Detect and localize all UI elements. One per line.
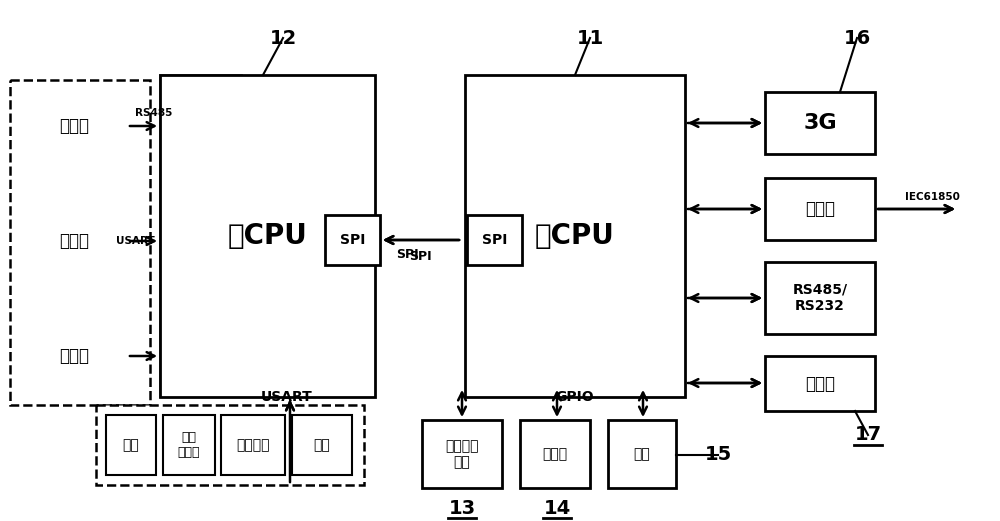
Bar: [467, 215, 522, 265]
Bar: [765, 178, 875, 240]
Bar: [160, 75, 242, 397]
Text: RS485/
RS232: RS485/ RS232: [792, 283, 848, 313]
Text: 3G: 3G: [803, 113, 837, 133]
Text: 11: 11: [576, 29, 604, 47]
Text: 低压室: 低压室: [60, 232, 90, 250]
Text: SPI: SPI: [482, 233, 507, 247]
Text: SPI: SPI: [340, 233, 365, 247]
Text: 17: 17: [854, 426, 882, 444]
Text: 12: 12: [269, 29, 297, 47]
Bar: [765, 356, 875, 411]
Text: RS485: RS485: [135, 108, 172, 118]
Text: 指示灯: 指示灯: [542, 447, 568, 461]
Bar: [160, 75, 375, 397]
Text: 服务器: 服务器: [805, 375, 835, 392]
Bar: [22, 325, 127, 387]
Text: 以太网: 以太网: [805, 200, 835, 218]
Text: SPI: SPI: [409, 251, 431, 264]
Text: SPI: SPI: [396, 249, 418, 262]
Bar: [10, 80, 150, 405]
Bar: [765, 262, 875, 334]
Text: GPIO: GPIO: [556, 390, 594, 404]
Text: USART: USART: [116, 236, 155, 246]
Text: 人机交互
模块: 人机交互 模块: [445, 439, 479, 469]
Text: 高压
开关柜: 高压 开关柜: [178, 431, 200, 459]
Bar: [292, 415, 352, 475]
Text: 13: 13: [448, 499, 476, 517]
Text: 电力电缆: 电力电缆: [236, 438, 270, 452]
Text: 刀闸: 刀闸: [123, 438, 139, 452]
Bar: [22, 210, 127, 272]
Bar: [325, 215, 380, 265]
Text: 高压室: 高压室: [60, 347, 90, 365]
Text: 按键: 按键: [634, 447, 650, 461]
Bar: [221, 415, 285, 475]
Text: 16: 16: [843, 29, 871, 47]
Bar: [163, 415, 215, 475]
Bar: [96, 405, 364, 485]
Bar: [465, 75, 685, 397]
Text: 15: 15: [704, 445, 732, 465]
Bar: [520, 420, 590, 488]
Text: 母线: 母线: [314, 438, 330, 452]
Bar: [608, 420, 676, 488]
Text: 变压室: 变压室: [60, 117, 90, 135]
Text: IEC61850: IEC61850: [905, 192, 960, 202]
Bar: [765, 92, 875, 154]
Text: 从CPU: 从CPU: [228, 222, 307, 250]
Text: 14: 14: [543, 499, 571, 517]
Text: 主CPU: 主CPU: [535, 222, 615, 250]
Text: USART: USART: [261, 390, 313, 404]
Bar: [422, 420, 502, 488]
Bar: [22, 95, 127, 157]
Bar: [106, 415, 156, 475]
